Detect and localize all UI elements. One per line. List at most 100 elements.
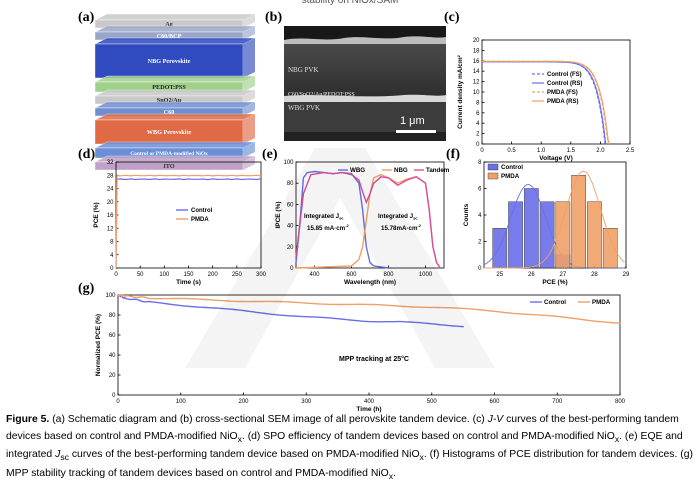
layer-top-face xyxy=(94,113,256,121)
x-axis-label: Time (s) xyxy=(176,279,201,286)
histogram-bar xyxy=(571,175,587,269)
legend-label: Control (RS) xyxy=(547,81,582,87)
x-tick-label: 100 xyxy=(176,399,187,405)
x-tick-label: 300 xyxy=(256,272,267,278)
x-tick-label: 1000 xyxy=(419,272,433,278)
x-tick-label: 400 xyxy=(364,399,375,405)
x-tick-label: 500 xyxy=(427,399,438,405)
y-tick-label: 4 xyxy=(110,253,114,259)
legend-label: WBG xyxy=(350,167,365,174)
y-tick-label: 80 xyxy=(287,181,294,187)
layer-top-face xyxy=(94,141,256,149)
mpp-series-line xyxy=(117,293,621,324)
layer-top-face xyxy=(94,101,256,109)
layer-top-face xyxy=(94,37,256,45)
y-tick-label: 4 xyxy=(476,121,480,127)
caption-sub-x: x xyxy=(419,452,424,463)
y-tick-label: 100 xyxy=(105,293,116,299)
x-tick-label: 700 xyxy=(552,399,563,405)
layer-label: NBG Perovskite xyxy=(148,58,191,65)
x-tick-label: 800 xyxy=(383,272,394,278)
x-tick-label: 1.5 xyxy=(567,148,576,154)
panel-g-label: (g) xyxy=(78,281,95,296)
x-tick-label: 26 xyxy=(528,272,535,278)
y-tick-label: 14 xyxy=(473,69,480,75)
caption-jsc-sub: sc xyxy=(60,452,69,463)
y-tick-label: 12 xyxy=(473,80,480,86)
legend-label: Tandem xyxy=(426,167,450,174)
plot-frame xyxy=(115,161,262,269)
histogram-bar xyxy=(523,188,539,269)
layer-side-face xyxy=(243,14,255,28)
layer-top-face xyxy=(94,13,256,21)
x-axis-label: Wavelength (nm) xyxy=(344,279,396,286)
y-tick-label: 0 xyxy=(476,142,480,148)
histogram-bar xyxy=(508,201,523,269)
caption-part3: . (d) SPO efficiency of tandem devices b… xyxy=(241,430,615,442)
y-tick-label: 32 xyxy=(107,160,114,166)
layer-label: Ag xyxy=(165,21,173,28)
layer-top-face xyxy=(94,89,256,97)
layer-label: ITO xyxy=(163,163,174,170)
y-axis-label: Counts xyxy=(463,203,470,226)
layer-label: PEDOT:PSS xyxy=(152,84,186,91)
x-tick-label: 800 xyxy=(615,399,626,405)
integrated-jsc-title: Integrated Jsc xyxy=(378,213,418,221)
legend-label: Control xyxy=(191,208,213,214)
caption-figure-label: Figure 5. xyxy=(6,414,50,425)
y-tick-label: 20 xyxy=(107,200,114,206)
layer-top-face xyxy=(94,25,256,33)
y-tick-label: 10 xyxy=(473,90,480,96)
y-tick-label: 20 xyxy=(473,38,480,44)
chart-d: 0 50 100 150 200 250 300 0 4 8 12 16 20 24 28 32 Time (s… xyxy=(93,160,267,286)
layer-side-face xyxy=(243,102,255,116)
x-tick-label: 0.5 xyxy=(507,148,516,154)
sem-label-interlayer: C60/SnO2/Au/PEDOT:PSS xyxy=(288,92,355,98)
y-tick-label: 0 xyxy=(110,266,114,272)
x-axis-label: Time (h) xyxy=(356,406,381,413)
chart-f: 25 26 27 28 29 0 2 4 6 8 PCE (%) Counts Control PMDA xyxy=(463,160,630,286)
panel-e-label: (e) xyxy=(262,147,278,162)
legend-label: PMDA xyxy=(501,173,520,180)
layer-side-face xyxy=(243,114,255,144)
caption-part2: curves of the best-performing tandem dev… xyxy=(6,414,679,442)
jv-series-line xyxy=(482,60,610,145)
spo-series-line xyxy=(115,178,262,269)
layer-label: C60/BCP xyxy=(157,33,182,40)
integrated-jsc-unit-exp: -2 xyxy=(345,223,349,228)
plot-frame xyxy=(295,161,445,269)
y-tick-label: 0 xyxy=(478,266,482,272)
legend-label: PMDA (FS) xyxy=(547,90,578,96)
layer-side-face xyxy=(243,142,255,158)
y-tick-label: 8 xyxy=(478,160,482,166)
layer-label: WBG Perovskite xyxy=(147,129,192,136)
integrated-jsc-value: 15.78mA·cm-2 xyxy=(381,223,422,232)
y-tick-label: 16 xyxy=(107,213,114,219)
y-tick-label: 60 xyxy=(109,333,116,339)
chart-c: 0 0.5 1.0 1.5 2.0 2.5 0 2 4 6 8 10 12 14 16 18 20 Voltage… xyxy=(457,38,635,162)
caption-part1: (a) Schematic diagram and (b) cross-sect… xyxy=(49,414,488,425)
integrated-jsc-value: 15.85 mA·cm-2 xyxy=(307,223,350,232)
caption-part4: . (e) EQE and integrated xyxy=(6,430,683,461)
panel-c-label: (c) xyxy=(444,10,460,25)
x-tick-label: 28 xyxy=(591,272,598,278)
x-tick-label: 250 xyxy=(232,272,243,278)
plot-frame xyxy=(117,294,621,396)
x-tick-label: 2.5 xyxy=(626,148,635,154)
x-tick-label: 27 xyxy=(560,272,567,278)
layer-label: Control or PMDA-modified NiOx xyxy=(130,151,208,157)
integrated-jsc-title: Integrated Jsc xyxy=(304,213,344,221)
panel-a-label: (a) xyxy=(78,10,95,25)
scale-bar-label: 1 μm xyxy=(400,115,425,127)
panel-d-label: (d) xyxy=(78,147,96,162)
y-tick-label: 4 xyxy=(478,213,482,219)
x-tick-label: 400 xyxy=(309,272,320,278)
legend-swatch xyxy=(487,163,499,171)
y-tick-label: 16 xyxy=(473,59,480,65)
y-tick-label: 60 xyxy=(287,202,294,208)
legend-label: PMDA (RS) xyxy=(547,99,578,105)
y-axis-label: Current density mA/cm² xyxy=(457,54,464,129)
y-tick-label: 28 xyxy=(107,173,114,179)
x-tick-label: 600 xyxy=(489,399,500,405)
y-tick-label: 6 xyxy=(476,111,480,117)
